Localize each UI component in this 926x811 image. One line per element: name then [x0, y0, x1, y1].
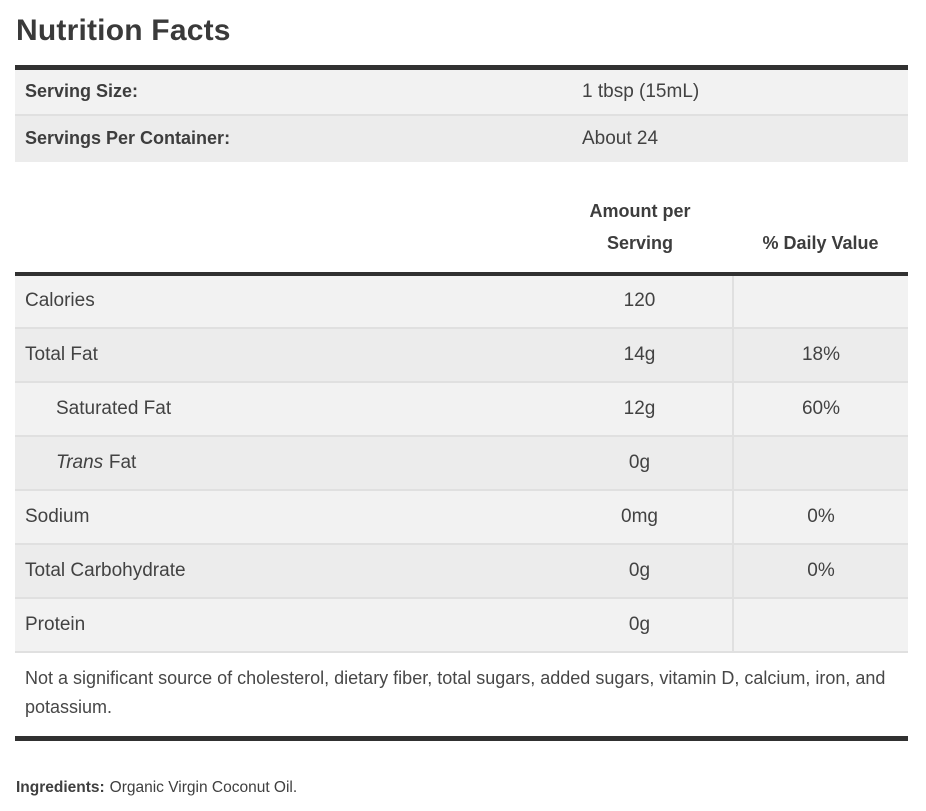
serving-info-table: Serving Size: 1 tbsp (15mL) Servings Per…: [15, 65, 908, 162]
nutrient-label: Total Fat: [15, 326, 547, 382]
servings-per-container-label: Servings Per Container:: [15, 113, 572, 162]
table-row: Protein 0g: [15, 596, 908, 652]
serving-size-value: 1 tbsp (15mL): [572, 67, 908, 115]
nutrient-amount: 0mg: [547, 488, 733, 544]
ingredients-line: Ingredients: Organic Virgin Coconut Oil.: [16, 779, 908, 797]
table-row: Calories 120: [15, 273, 908, 328]
table-row: Saturated Fat 12g 60%: [15, 380, 908, 436]
nutrient-daily-value: [732, 273, 908, 328]
nutrient-label: Trans Fat: [15, 434, 547, 490]
daily-value-header: % Daily Value: [733, 161, 908, 276]
table-row: Total Fat 14g 18%: [15, 326, 908, 382]
nutrient-amount: 0g: [547, 434, 733, 490]
header-spacer: [15, 161, 547, 276]
nutrient-label: Sodium: [15, 488, 547, 544]
ingredients-value: Organic Virgin Coconut Oil.: [109, 778, 298, 796]
nutrient-amount: 120: [547, 273, 733, 328]
nutrient-label: Calories: [15, 273, 547, 328]
page-title: Nutrition Facts: [16, 14, 231, 47]
nutrient-amount: 0g: [547, 596, 733, 652]
table-row: Sodium 0mg 0%: [15, 488, 908, 544]
nutrient-amount: 12g: [547, 380, 733, 436]
nutrient-daily-value: [732, 434, 908, 490]
ingredients-label: Ingredients:: [16, 778, 105, 796]
nutrient-daily-value: 0%: [732, 542, 908, 598]
nutrient-daily-value: 18%: [732, 326, 908, 382]
amount-per-serving-header: Amount per Serving: [547, 161, 733, 276]
table-row: Servings Per Container: About 24: [15, 113, 908, 162]
nutrient-amount: 0g: [547, 542, 733, 598]
table-row: Serving Size: 1 tbsp (15mL): [15, 67, 908, 115]
nutrient-daily-value: [732, 596, 908, 652]
nutrient-label: Total Carbohydrate: [15, 542, 547, 598]
table-row: Trans Fat 0g: [15, 434, 908, 490]
table-row: Total Carbohydrate 0g 0%: [15, 542, 908, 598]
table-header-row: Amount per Serving % Daily Value: [15, 161, 908, 276]
nutrient-daily-value: 0%: [732, 488, 908, 544]
serving-size-label: Serving Size:: [15, 67, 572, 115]
table-footnote-row: Not a significant source of cholesterol,…: [15, 650, 908, 741]
nutrition-table: Amount per Serving % Daily Value Calorie…: [15, 161, 908, 741]
nutrient-daily-value: 60%: [732, 380, 908, 436]
nutrient-label: Saturated Fat: [15, 380, 547, 436]
servings-per-container-value: About 24: [572, 113, 908, 162]
nutrient-amount: 14g: [547, 326, 733, 382]
footnote-text: Not a significant source of cholesterol,…: [15, 650, 908, 741]
trans-fat-text: Fat: [108, 451, 137, 473]
trans-italic-text: Trans: [56, 451, 104, 473]
nutrient-label: Protein: [15, 596, 547, 652]
